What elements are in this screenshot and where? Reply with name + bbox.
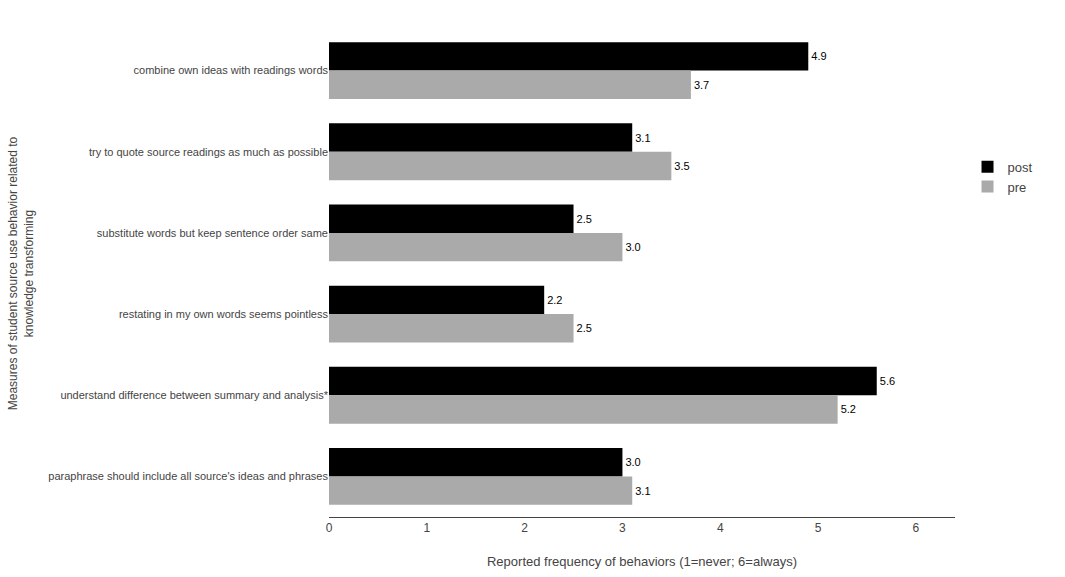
svg-text:6: 6 <box>913 521 920 535</box>
svg-text:paraphrase should include all: paraphrase should include all source's i… <box>48 470 328 482</box>
svg-text:3.7: 3.7 <box>694 79 709 91</box>
svg-text:4.9: 4.9 <box>811 50 826 62</box>
svg-text:3: 3 <box>619 521 626 535</box>
svg-text:0: 0 <box>326 521 333 535</box>
svg-text:5.2: 5.2 <box>841 403 856 415</box>
svg-text:try to quote source readings a: try to quote source readings as much as … <box>89 146 328 158</box>
svg-text:restating in my own words seem: restating in my own words seems pointles… <box>119 308 329 320</box>
svg-text:Measures of student source use: Measures of student source use behavior … <box>6 136 36 410</box>
svg-text:pre: pre <box>1008 180 1027 195</box>
svg-text:4: 4 <box>717 521 724 535</box>
svg-text:substitute words but keep sent: substitute words but keep sentence order… <box>97 227 328 239</box>
svg-text:understand difference between: understand difference between summary an… <box>60 389 328 401</box>
svg-text:5.6: 5.6 <box>880 375 895 387</box>
svg-text:3.0: 3.0 <box>625 241 640 253</box>
svg-text:2.5: 2.5 <box>577 322 592 334</box>
svg-text:Reported frequency of behavior: Reported frequency of behaviors (1=never… <box>487 554 797 569</box>
svg-text:5: 5 <box>815 521 822 535</box>
svg-text:1: 1 <box>423 521 430 535</box>
svg-text:3.0: 3.0 <box>625 456 640 468</box>
svg-text:combine own ideas with reading: combine own ideas with readings words <box>134 64 329 76</box>
svg-text:2.5: 2.5 <box>577 213 592 225</box>
svg-text:3.1: 3.1 <box>635 132 650 144</box>
svg-text:2.2: 2.2 <box>547 294 562 306</box>
svg-text:3.1: 3.1 <box>635 485 650 497</box>
svg-text:2: 2 <box>521 521 528 535</box>
svg-text:3.5: 3.5 <box>674 160 689 172</box>
svg-text:post: post <box>1008 160 1033 175</box>
